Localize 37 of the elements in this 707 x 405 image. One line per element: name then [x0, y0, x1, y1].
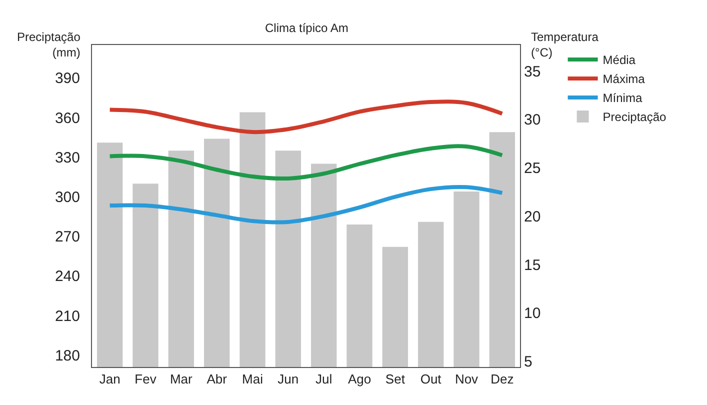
- x-tick-label: Mai: [242, 372, 264, 387]
- x-tick-label: Jul: [316, 372, 332, 387]
- y2-tick-label: 15: [524, 256, 541, 274]
- y-tick-label: 180: [54, 347, 80, 364]
- legend-label: Média: [602, 53, 636, 68]
- y2-tick-label: 25: [524, 160, 541, 178]
- y2-tick-label: 10: [524, 305, 541, 322]
- line-series: [108, 184, 504, 224]
- y-tick-label: 270: [54, 228, 80, 246]
- x-tick-label: Nov: [454, 372, 479, 387]
- y-tick-label: 330: [54, 149, 80, 166]
- x-tick-label: Out: [420, 372, 442, 387]
- legend-label: Preciptação: [602, 110, 666, 124]
- line-series: [108, 100, 504, 134]
- y-tick-label: 390: [54, 70, 80, 88]
- x-tick-label: Set: [385, 372, 406, 387]
- x-tick-label: Jan: [99, 372, 120, 387]
- y-tick-label: 300: [54, 189, 80, 206]
- y2-tick-label: 5: [524, 353, 532, 370]
- x-tick-label: Dez: [490, 372, 514, 387]
- y2-tick-label: 30: [524, 112, 541, 129]
- y-axis-title: Preciptação (mm): [17, 30, 81, 60]
- x-tick-label: Ago: [348, 372, 372, 387]
- legend-label: Mínima: [602, 91, 642, 106]
- y2-axis-title: Temperatura (°C): [531, 30, 599, 60]
- y2-tick-label: 35: [524, 63, 541, 80]
- y-tick-label: 360: [54, 110, 80, 127]
- x-tick-label: Abr: [206, 372, 228, 387]
- x-tick-label: Fev: [134, 372, 157, 387]
- line-series: [108, 144, 504, 181]
- x-tick-label: Jun: [278, 372, 299, 387]
- chart-title: Clima típico Am: [265, 21, 348, 35]
- x-tick-label: Mar: [170, 372, 194, 387]
- y2-tick-label: 20: [524, 208, 541, 226]
- legend-label: Máxima: [602, 72, 646, 86]
- y-tick-label: 210: [54, 308, 80, 325]
- y-tick-label: 240: [54, 268, 80, 286]
